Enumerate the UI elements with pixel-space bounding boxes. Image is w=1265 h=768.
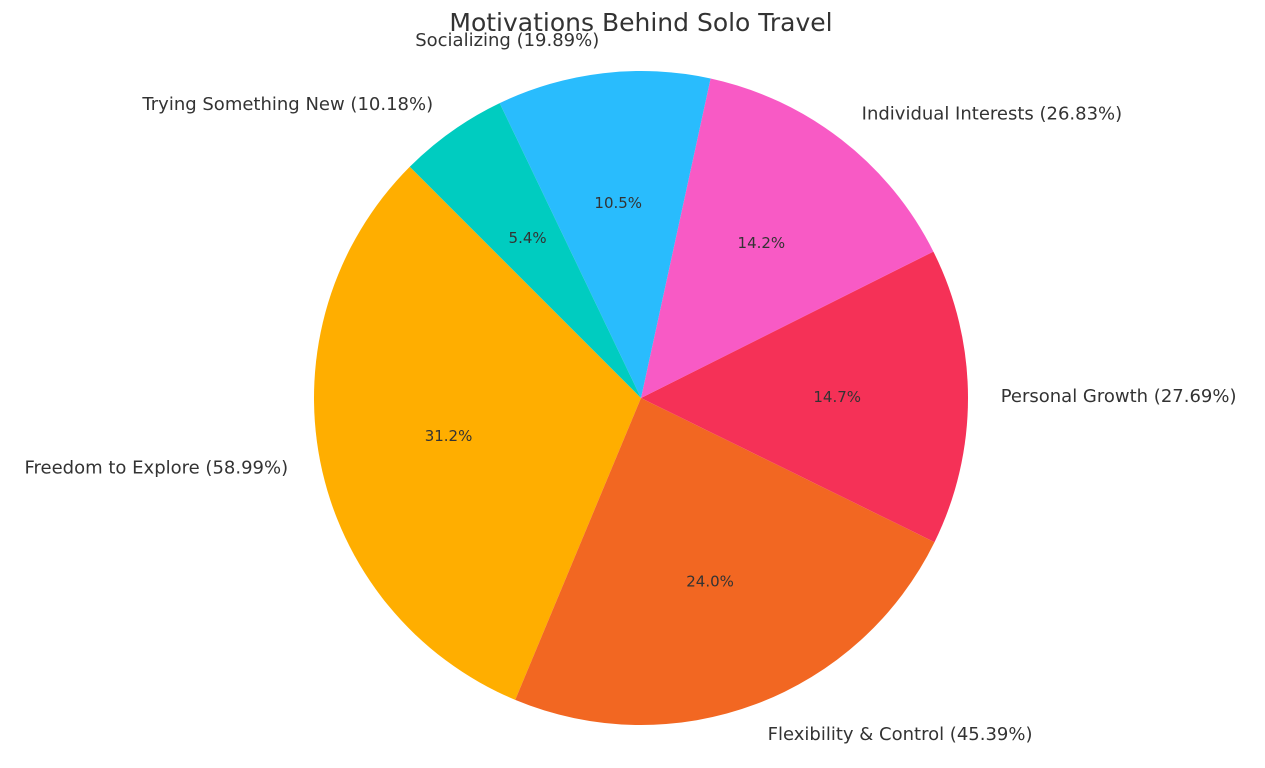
slice-percent-label: 5.4% bbox=[509, 229, 547, 247]
slice-label: Personal Growth (27.69%) bbox=[1001, 386, 1237, 407]
slice-label: Flexibility & Control (45.39%) bbox=[768, 724, 1033, 745]
pie-slice bbox=[641, 78, 934, 398]
percent-labels: 31.2% 24.0% 14.7% 14.2% 10.5% 5.4% bbox=[425, 194, 861, 591]
slice-label: Socializing (19.89%) bbox=[415, 30, 599, 51]
slice-labels: Freedom to Explore (58.99%) Flexibility &… bbox=[24, 30, 1236, 745]
slice-percent-label: 24.0% bbox=[686, 573, 734, 591]
pie-slice bbox=[499, 70, 711, 398]
pie-slices bbox=[314, 70, 968, 725]
slice-label: Freedom to Explore (58.99%) bbox=[24, 457, 288, 478]
pie-slice bbox=[409, 103, 641, 398]
pie-slice bbox=[641, 251, 968, 543]
slice-percent-label: 14.7% bbox=[813, 388, 861, 406]
chart-title: Motivations Behind Solo Travel bbox=[449, 8, 832, 37]
slice-percent-label: 14.2% bbox=[738, 234, 786, 252]
slice-percent-label: 31.2% bbox=[425, 427, 473, 445]
slice-label: Individual Interests (26.83%) bbox=[862, 103, 1123, 124]
pie-slice bbox=[515, 398, 935, 725]
slice-percent-label: 10.5% bbox=[594, 194, 642, 212]
pie-slice bbox=[314, 166, 641, 700]
slice-label: Trying Something New (10.18%) bbox=[141, 94, 433, 115]
